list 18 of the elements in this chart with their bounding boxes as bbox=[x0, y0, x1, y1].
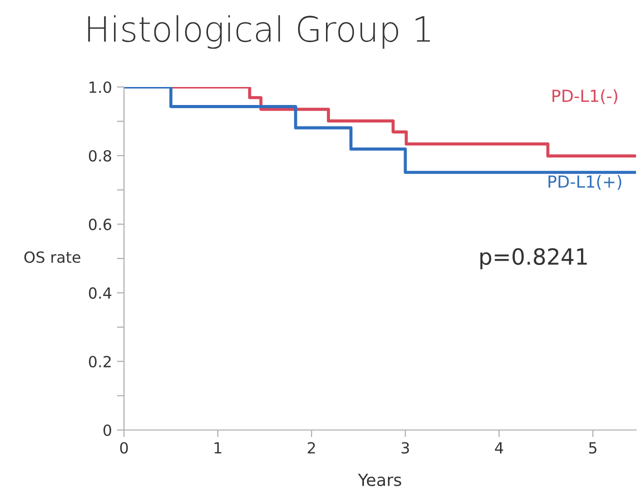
y-tick-label: 0.2 bbox=[88, 356, 111, 368]
series-label: PD-L1(+) bbox=[548, 174, 622, 190]
x-tick-label: 2 bbox=[308, 442, 315, 454]
x-tick-label: 3 bbox=[402, 442, 409, 454]
y-tick-label: 0 bbox=[103, 424, 112, 436]
chart-title: Histological Group 1 bbox=[88, 15, 430, 49]
x-tick-label: 4 bbox=[494, 442, 504, 454]
text: PD-L1(-) bbox=[552, 89, 618, 104]
annotation: p=0.8241 bbox=[480, 248, 587, 270]
x-axis-title: Years bbox=[358, 474, 402, 486]
y-tick-label: 1.0 bbox=[90, 81, 112, 94]
x-tick-label: 1 bbox=[214, 442, 222, 454]
y-tick-label: 0.4 bbox=[88, 287, 112, 299]
y-tick-label: 0.8 bbox=[88, 150, 112, 162]
y-axis-title: OS rate bbox=[24, 251, 80, 263]
x-tick-label: 5 bbox=[589, 442, 596, 454]
y-tick-label: 0.6 bbox=[88, 218, 112, 230]
x-tick-label: 0 bbox=[120, 442, 128, 454]
